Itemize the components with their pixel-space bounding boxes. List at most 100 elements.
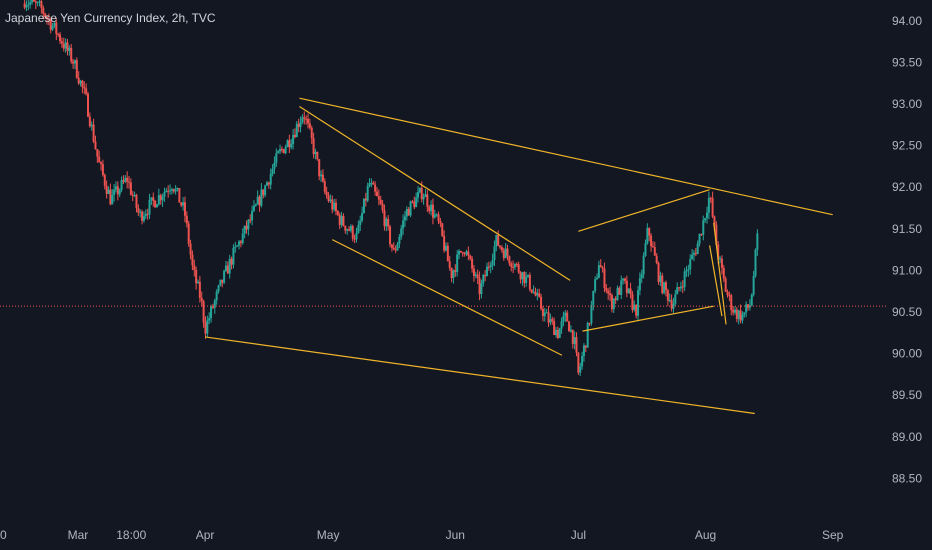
candle-body xyxy=(329,199,332,202)
candle-body xyxy=(405,208,408,217)
candle-body xyxy=(49,19,52,30)
candle-body xyxy=(635,304,638,316)
candle-body xyxy=(607,290,610,294)
candle-body xyxy=(493,246,496,260)
candle-body xyxy=(152,197,155,201)
price-tick-label: 94.00 xyxy=(892,14,922,28)
candle-body xyxy=(124,177,127,182)
candle-body xyxy=(527,274,530,277)
candle-body xyxy=(70,47,73,62)
candle-body xyxy=(575,337,578,353)
candles-layer xyxy=(23,0,759,377)
candle-body xyxy=(633,304,636,310)
candle-body xyxy=(715,224,718,245)
candle-body xyxy=(536,293,539,296)
candle-body xyxy=(342,216,345,226)
candle-body xyxy=(646,228,649,244)
trendline[interactable] xyxy=(578,189,710,232)
candle-body xyxy=(282,149,285,154)
candle-body xyxy=(167,190,170,192)
candle-body xyxy=(351,225,354,239)
candle-body xyxy=(482,275,485,284)
candle-body xyxy=(215,291,218,301)
candle-body xyxy=(230,258,233,265)
candle-body xyxy=(79,80,82,84)
trendline[interactable] xyxy=(299,105,571,281)
candle-body xyxy=(307,118,310,124)
candle-body xyxy=(653,247,656,256)
candle-body xyxy=(452,270,455,278)
candle-body xyxy=(599,265,602,268)
candle-body xyxy=(519,272,522,280)
trendline[interactable] xyxy=(299,97,833,216)
time-tick-label: Jul xyxy=(571,528,586,542)
candle-body xyxy=(368,183,371,187)
candle-body xyxy=(756,233,759,250)
candle-body xyxy=(176,187,179,189)
trendline[interactable] xyxy=(331,239,563,356)
price-tick-label: 89.50 xyxy=(892,388,922,402)
price-tick-label: 90.50 xyxy=(892,305,922,319)
candle-body xyxy=(45,17,48,19)
trendlines-layer xyxy=(205,97,833,415)
candle-body xyxy=(94,141,97,150)
candle-body xyxy=(532,291,535,293)
candle-body xyxy=(178,187,181,203)
candle-body xyxy=(692,252,695,255)
candle-body xyxy=(40,1,43,8)
candle-body xyxy=(68,47,71,51)
candle-body xyxy=(553,321,556,336)
candle-body xyxy=(146,213,149,215)
candle-body xyxy=(609,293,612,296)
candle-body xyxy=(210,306,213,319)
price-axis[interactable] xyxy=(886,0,932,520)
candle-body xyxy=(98,156,101,163)
candle-body xyxy=(279,149,282,152)
candle-body xyxy=(694,252,697,255)
candle-body xyxy=(206,320,209,334)
candle-body xyxy=(189,243,192,255)
candle-body xyxy=(631,294,634,310)
candle-body xyxy=(142,216,145,221)
candle-body xyxy=(247,219,250,230)
trendline[interactable] xyxy=(713,222,727,325)
candle-body xyxy=(180,202,183,206)
candle-body xyxy=(467,251,470,256)
candle-body xyxy=(437,214,440,221)
candle-body xyxy=(676,287,679,295)
candle-body xyxy=(243,225,246,234)
candle-body xyxy=(700,233,703,235)
trendline[interactable] xyxy=(709,245,723,317)
candle-body xyxy=(594,279,597,291)
candle-body xyxy=(745,304,748,313)
candle-body xyxy=(379,199,382,204)
candle-body xyxy=(556,330,559,338)
candle-body xyxy=(444,245,447,251)
candle-body xyxy=(513,264,516,268)
trendline[interactable] xyxy=(582,305,714,332)
time-axis[interactable] xyxy=(0,520,932,550)
candle-body xyxy=(83,87,86,89)
candle-body xyxy=(213,300,216,308)
candle-body xyxy=(407,208,410,216)
candle-body xyxy=(562,316,565,322)
candle-body xyxy=(139,211,142,213)
candle-body xyxy=(375,191,378,197)
candle-body xyxy=(497,235,500,246)
candle-body xyxy=(592,290,595,305)
candle-body xyxy=(506,248,509,257)
candle-body xyxy=(603,268,606,288)
candle-body xyxy=(601,267,604,269)
candle-body xyxy=(579,366,582,373)
candle-body xyxy=(651,246,654,248)
candle-body xyxy=(709,197,712,199)
candle-body xyxy=(224,265,227,271)
candle-body xyxy=(25,5,28,8)
candle-body xyxy=(545,312,548,314)
trendline[interactable] xyxy=(205,336,755,415)
candle-body xyxy=(320,174,323,177)
candle-body xyxy=(349,225,352,231)
candle-body xyxy=(85,88,88,94)
candle-body xyxy=(722,267,725,279)
